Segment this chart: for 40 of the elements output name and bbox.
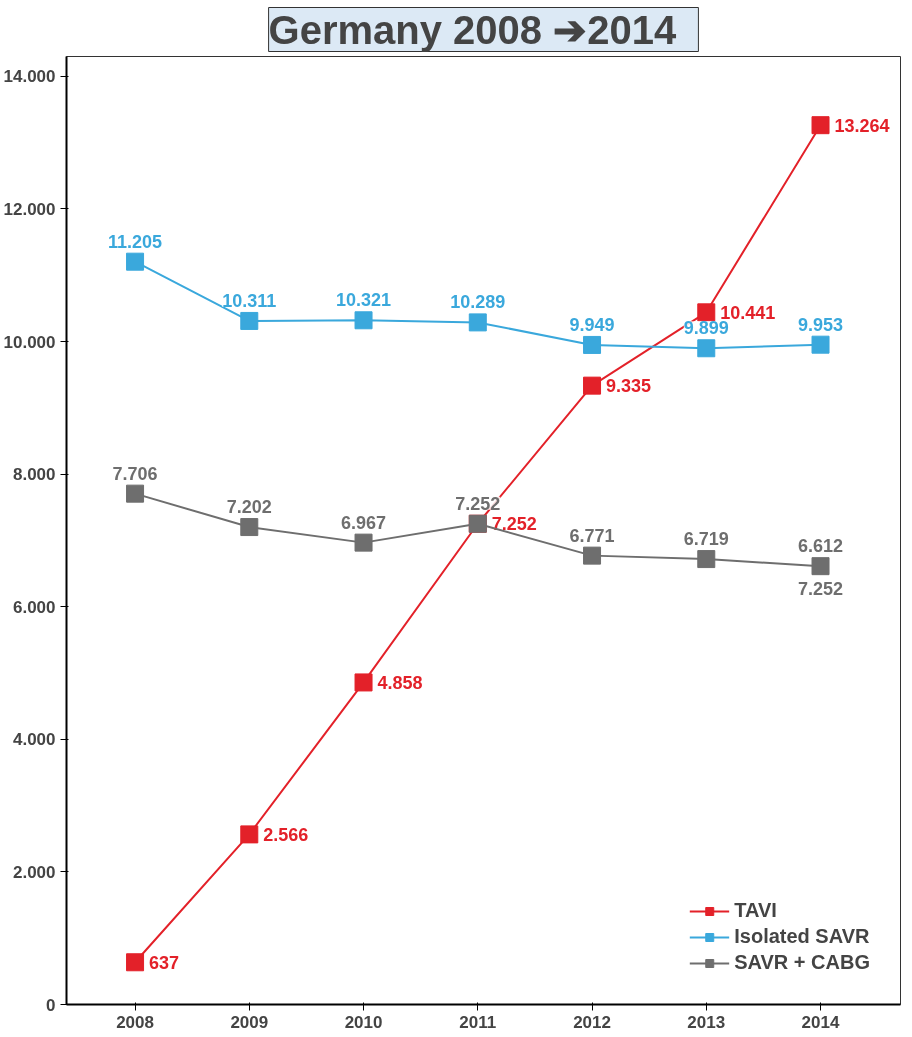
y-tick-label: 0 [46, 995, 56, 1015]
legend-label: SAVR + CABG [734, 951, 870, 974]
annotation: 7.252 [798, 579, 844, 600]
data-label: 637 [149, 952, 180, 973]
legend-label: Isolated SAVR [734, 925, 870, 948]
x-tick-label: 2012 [573, 1012, 611, 1032]
data-label: 10.311 [222, 290, 277, 311]
data-label: 2.566 [263, 824, 309, 845]
y-tick-label: 8.000 [12, 465, 56, 485]
data-label: 7.252 [455, 493, 501, 514]
data-label: 6.771 [569, 525, 615, 546]
data-label: 9.899 [683, 318, 729, 339]
x-tick-label: 2008 [116, 1012, 154, 1032]
data-label: 7.706 [112, 463, 158, 484]
x-tick-label: 2011 [459, 1012, 497, 1032]
data-label: 10.289 [450, 292, 506, 313]
chart-title: Germany 2008 ➔2014 [268, 7, 677, 52]
legend-label: TAVI [734, 899, 777, 922]
data-label: 4.858 [377, 672, 423, 693]
y-tick-label: 6.000 [12, 597, 56, 617]
data-label: 6.967 [341, 512, 387, 533]
y-tick-label: 4.000 [12, 730, 56, 750]
data-label: 7.202 [226, 497, 272, 518]
y-tick-label: 2.000 [12, 862, 56, 882]
x-tick-label: 2010 [344, 1012, 383, 1032]
data-label: 13.264 [834, 115, 890, 136]
y-tick-label: 12.000 [3, 199, 56, 219]
y-tick-label: 10.000 [3, 332, 56, 352]
data-label: 10.321 [336, 290, 392, 311]
x-tick-label: 2013 [687, 1012, 726, 1032]
data-label: 9.953 [798, 314, 844, 335]
x-tick-label: 2014 [801, 1012, 840, 1032]
y-tick-label: 14.000 [3, 67, 56, 87]
data-label: 9.949 [569, 314, 615, 335]
data-label: 7.252 [491, 514, 537, 535]
data-label: 6.612 [798, 536, 844, 557]
data-label: 6.719 [683, 529, 729, 550]
data-label: 11.205 [108, 231, 163, 252]
data-label: 9.335 [606, 376, 652, 397]
x-tick-label: 2009 [230, 1012, 269, 1032]
